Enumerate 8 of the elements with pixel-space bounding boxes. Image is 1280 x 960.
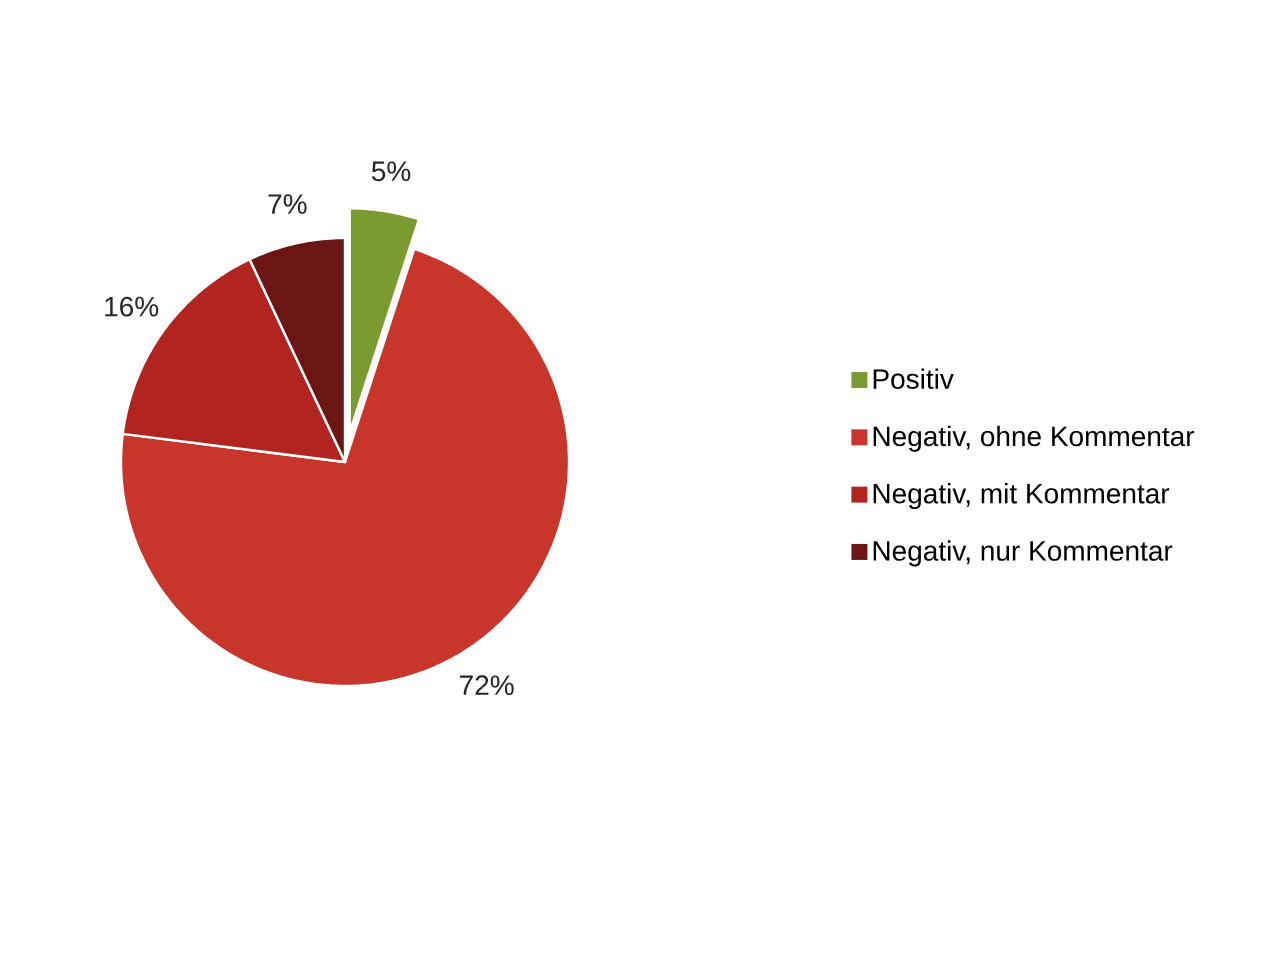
- legend-label: Negativ, mit Kommentar: [873, 482, 1170, 510]
- legend-label: Positiv: [873, 368, 954, 389]
- data-label: 16%: [105, 296, 159, 317]
- data-label: 5%: [371, 161, 411, 182]
- legend-label: Negativ, nur Kommentar: [873, 540, 1173, 567]
- data-label: 7%: [268, 194, 307, 214]
- legend-label: Negativ, ohne Kommentar: [873, 425, 1195, 452]
- data-label: 72%: [460, 675, 514, 696]
